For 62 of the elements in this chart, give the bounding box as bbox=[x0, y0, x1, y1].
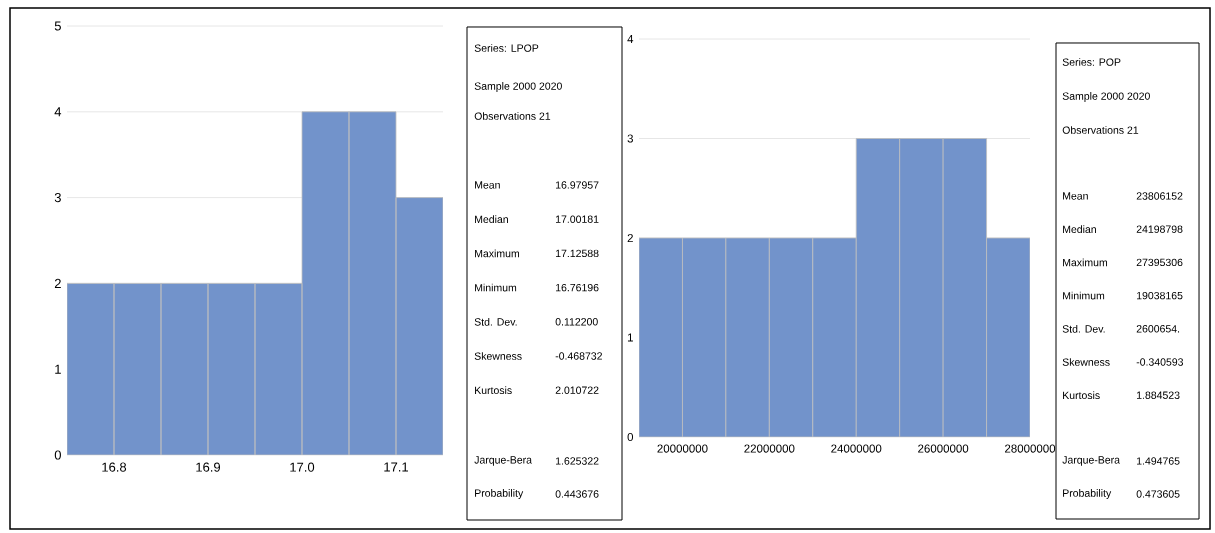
text: -0.340593 bbox=[1136, 358, 1184, 366]
x-tick-label: 17.0 bbox=[290, 462, 315, 472]
x-tick-label: 16.8 bbox=[102, 462, 127, 472]
text: Probability bbox=[1063, 489, 1112, 499]
y-tick-label: 4 bbox=[54, 107, 62, 117]
text: Kurtosis bbox=[1063, 391, 1100, 400]
text: 0.473605 bbox=[1136, 490, 1180, 498]
text: 17.12588 bbox=[556, 249, 599, 258]
text: Minimum bbox=[475, 283, 517, 292]
text: Mean bbox=[1063, 192, 1088, 200]
text: 1.884523 bbox=[1137, 391, 1180, 399]
text: Skewness bbox=[474, 352, 522, 360]
x-tick-label: 22000000 bbox=[744, 444, 795, 453]
text: Maximum bbox=[1063, 258, 1108, 267]
y-tick-label: 1 bbox=[627, 333, 633, 342]
text: Probability bbox=[475, 489, 524, 499]
x-tick-label: 20000000 bbox=[657, 444, 708, 453]
text: Series: POP bbox=[1062, 58, 1121, 66]
text: 19038165 bbox=[1137, 291, 1183, 300]
y-tick-label: 4 bbox=[627, 35, 634, 43]
text: Observations 21 bbox=[1062, 126, 1139, 134]
text: 0.112200 bbox=[555, 318, 598, 326]
y-tick-label: 2 bbox=[627, 233, 633, 243]
y-tick-label: 2 bbox=[54, 278, 61, 288]
text: -0.468732 bbox=[555, 352, 602, 360]
text: 16.97957 bbox=[556, 181, 599, 189]
text: Observations 21 bbox=[474, 112, 551, 120]
y-tick-label: 5 bbox=[54, 21, 61, 31]
text: Series: LPOP bbox=[474, 44, 539, 52]
text: Std. Dev. bbox=[1062, 324, 1105, 333]
text: Jarque-Bera bbox=[1062, 456, 1120, 466]
text: 17.00181 bbox=[556, 215, 599, 223]
y-tick-label: 3 bbox=[54, 193, 61, 203]
text: Std. Dev. bbox=[474, 317, 517, 326]
text: Skewness bbox=[1062, 358, 1110, 366]
x-tick-label: 17.1 bbox=[384, 462, 409, 472]
text: Mean bbox=[475, 181, 500, 189]
text: Median bbox=[1063, 225, 1096, 234]
text: 23806152 bbox=[1136, 192, 1183, 200]
text: Kurtosis bbox=[475, 386, 512, 395]
text: 1.625322 bbox=[556, 457, 599, 465]
x-tick-label: 26000000 bbox=[918, 444, 969, 453]
text: 2600654. bbox=[1136, 325, 1180, 333]
text: 27395306 bbox=[1136, 258, 1183, 267]
y-tick-label: 0 bbox=[627, 432, 634, 442]
text: 2.010722 bbox=[555, 386, 599, 394]
text: Jarque-Bera bbox=[474, 456, 532, 466]
x-tick-label: 28000000 bbox=[1005, 444, 1056, 453]
text: 0.443676 bbox=[555, 490, 599, 498]
y-tick-label: 3 bbox=[627, 134, 633, 143]
x-tick-label: 24000000 bbox=[831, 444, 882, 453]
x-tick-label: 16.9 bbox=[196, 462, 221, 472]
text: 1.494765 bbox=[1137, 457, 1180, 465]
text: Sample 2000 2020 bbox=[1062, 92, 1150, 102]
y-tick-label: 0 bbox=[54, 450, 61, 460]
text: Maximum bbox=[475, 249, 519, 258]
y-tick-label: 1 bbox=[55, 364, 61, 374]
text: 16.76196 bbox=[556, 283, 599, 292]
text: Minimum bbox=[1063, 291, 1105, 300]
text: 24198798 bbox=[1136, 225, 1183, 233]
text: Sample 2000 2020 bbox=[474, 82, 562, 92]
text: Median bbox=[475, 215, 508, 224]
